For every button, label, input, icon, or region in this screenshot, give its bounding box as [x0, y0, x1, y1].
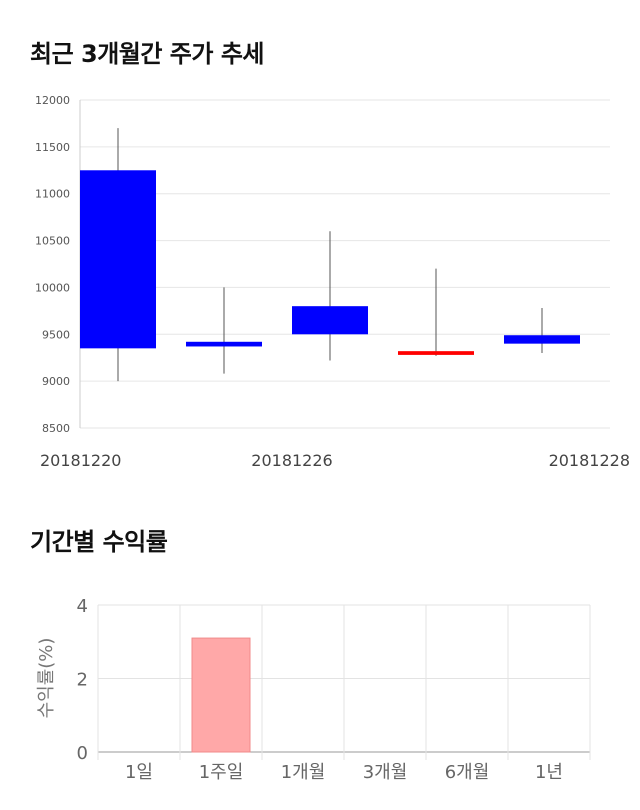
x-tick-label: 6개월 [445, 762, 490, 783]
candle-body [398, 351, 474, 355]
candlestick-chart: 8500 9000 9500 10000 10500 11000 11500 12000 201… [35, 94, 630, 470]
y-tick-label: 4 [77, 596, 88, 617]
candle-body [80, 170, 156, 349]
y-tick-label: 10500 [35, 235, 70, 248]
y-tick-label: 0 [77, 743, 88, 764]
x-tick-label: 20181228 [549, 451, 630, 470]
x-tick-label: 20181220 [40, 451, 121, 470]
price-trend-title: 최근 3개월간 주가 추세 [30, 40, 265, 68]
candle-body [186, 341, 262, 347]
y-tick-label: 2 [77, 670, 88, 691]
candle-body [504, 335, 580, 344]
x-tick-label: 20181226 [251, 451, 332, 470]
y-tick-label: 11000 [35, 188, 70, 201]
x-tick-label: 1일 [125, 762, 153, 783]
y-tick-label: 8500 [42, 422, 70, 435]
period-return-title: 기간별 수익률 [30, 528, 168, 556]
y-tick-label: 9000 [42, 375, 70, 388]
x-tick-label: 1주일 [199, 762, 244, 783]
return-bar [191, 637, 251, 753]
candle-body [292, 306, 368, 335]
y-tick-label: 9500 [42, 328, 70, 341]
x-tick-label: 1년 [535, 762, 563, 783]
y-tick-label: 10000 [35, 281, 70, 294]
x-tick-label: 3개월 [363, 762, 408, 783]
y-tick-label: 11500 [35, 141, 70, 154]
x-tick-label: 1개월 [281, 762, 326, 783]
y-tick-label: 12000 [35, 94, 70, 107]
y-axis-label: 수익률(%) [36, 638, 57, 719]
